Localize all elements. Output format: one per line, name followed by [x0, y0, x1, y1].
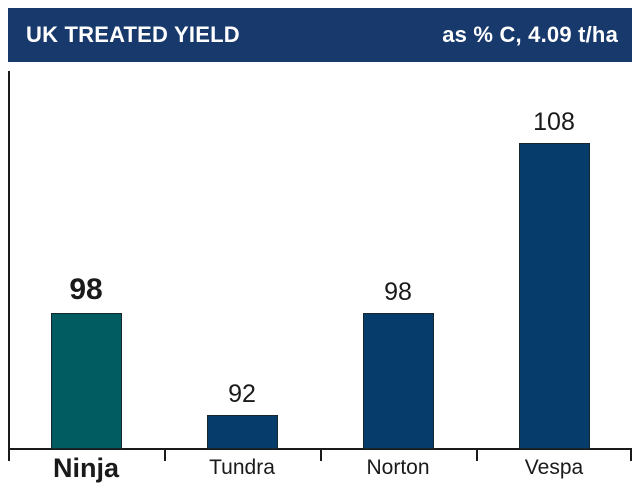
x-axis-label-ninja: Ninja	[52, 453, 119, 483]
x-axis-tick	[8, 450, 10, 461]
bar-vespa	[518, 143, 590, 449]
bar-value-label: 92	[228, 380, 256, 408]
bar-value-label: 98	[384, 278, 412, 306]
x-axis-line	[8, 448, 632, 450]
chart-subtitle: as % C, 4.09 t/ha	[442, 22, 618, 47]
x-axis-label-vespa: Vespa	[524, 456, 584, 479]
y-axis-line	[8, 71, 10, 461]
x-axis-tick	[164, 450, 166, 461]
bar-tundra	[206, 415, 278, 449]
x-axis-label-norton: Norton	[366, 456, 430, 479]
bar-value-label: 108	[533, 108, 575, 136]
chart-title: UK TREATED YIELD	[26, 22, 240, 47]
x-axis-label-tundra: Tundra	[209, 456, 275, 479]
x-axis-tick	[320, 450, 322, 461]
bar-ninja	[50, 313, 122, 449]
x-axis-tick	[630, 450, 632, 461]
bar-norton	[362, 313, 434, 449]
x-axis-tick	[476, 450, 478, 461]
chart-header: UK TREATED YIELD as % C, 4.09 t/ha	[8, 8, 632, 62]
bar-value-label: 98	[69, 273, 103, 306]
